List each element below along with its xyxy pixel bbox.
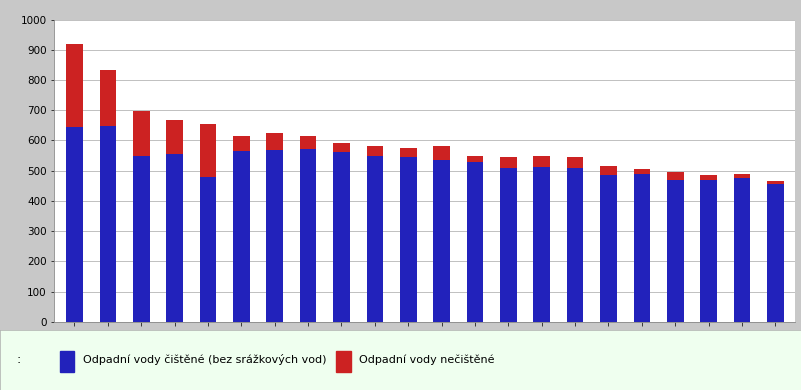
Text: :: :: [16, 353, 20, 366]
Bar: [467, 161, 483, 322]
Bar: [500, 168, 517, 322]
Bar: [600, 175, 617, 322]
Bar: [233, 136, 250, 151]
Bar: [400, 157, 417, 322]
Bar: [400, 148, 417, 157]
Bar: [267, 150, 283, 322]
Bar: [667, 172, 683, 180]
Bar: [199, 124, 216, 177]
Bar: [66, 44, 83, 127]
Bar: [433, 146, 450, 160]
Bar: [333, 152, 350, 322]
Bar: [99, 70, 116, 126]
Bar: [734, 174, 751, 178]
Bar: [600, 166, 617, 175]
Bar: [567, 168, 583, 322]
Bar: [367, 156, 383, 322]
Text: Odpadní vody nečištěné: Odpadní vody nečištěné: [359, 355, 494, 365]
Text: Odpadní vody čištěné (bez srážkových vod): Odpadní vody čištěné (bez srážkových vod…: [83, 354, 326, 365]
Bar: [233, 151, 250, 322]
Bar: [667, 180, 683, 322]
Bar: [199, 177, 216, 322]
Bar: [734, 178, 751, 322]
Bar: [60, 351, 74, 372]
Bar: [467, 156, 483, 161]
Bar: [133, 111, 150, 156]
Bar: [567, 157, 583, 168]
Bar: [767, 184, 783, 322]
Bar: [336, 351, 351, 372]
Bar: [300, 136, 316, 149]
Bar: [133, 156, 150, 322]
Bar: [367, 146, 383, 156]
Bar: [533, 156, 550, 167]
Bar: [500, 157, 517, 168]
Bar: [267, 133, 283, 150]
Bar: [433, 160, 450, 322]
Bar: [700, 180, 717, 322]
Bar: [767, 181, 783, 184]
Bar: [533, 167, 550, 322]
Bar: [634, 169, 650, 174]
Bar: [700, 176, 717, 180]
Bar: [300, 149, 316, 322]
Bar: [167, 120, 183, 154]
Bar: [66, 127, 83, 322]
Bar: [333, 143, 350, 152]
Bar: [167, 154, 183, 322]
Bar: [99, 126, 116, 322]
Bar: [634, 174, 650, 322]
